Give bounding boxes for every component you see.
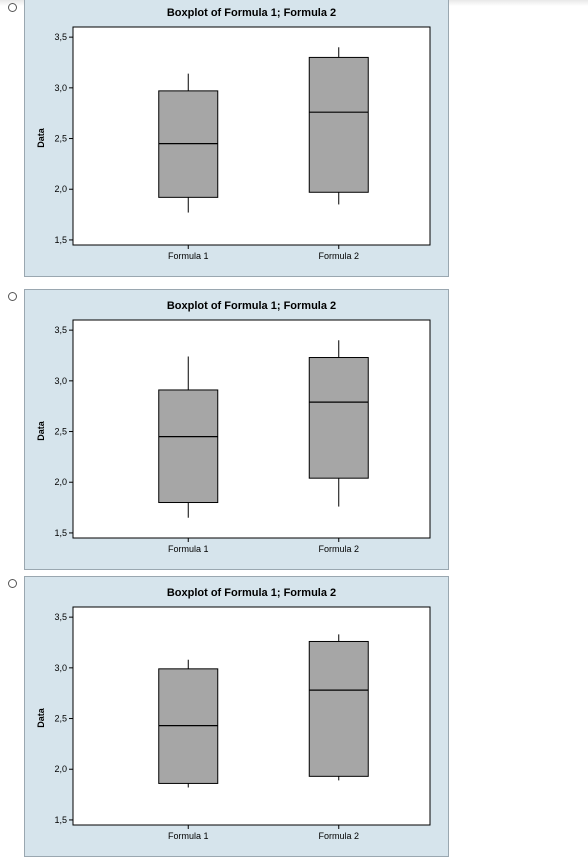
chart-panel: Boxplot of Formula 1; Formula 2 Data 1,5 2,… (24, 576, 449, 857)
boxplot-svg: Boxplot of Formula 1; Formula 2 Data 1,5 2,… (36, 300, 431, 554)
x-tick-label: Formula 1 (168, 544, 209, 554)
chart-title: Boxplot of Formula 1; Formula 2 (167, 300, 336, 312)
y-tick-label: 2,0 (54, 184, 67, 194)
x-tick-label: Formula 2 (318, 544, 359, 554)
chart-title: Boxplot of Formula 1; Formula 2 (167, 587, 336, 599)
y-axis-label: Data (36, 127, 46, 148)
chart-title: Boxplot of Formula 1; Formula 2 (167, 7, 336, 19)
box (308, 357, 369, 479)
y-tick-label: 3,0 (54, 376, 67, 386)
plot-area (72, 319, 431, 539)
radio-button[interactable] (8, 3, 17, 12)
x-tick-label: Formula 1 (168, 831, 209, 841)
boxplot-svg: Boxplot of Formula 1; Formula 2 Data 1,5 2,… (36, 587, 431, 841)
y-axis-label: Data (36, 707, 46, 728)
y-tick-label: 2,0 (54, 764, 67, 774)
y-axis-label: Data (36, 420, 46, 441)
box (308, 640, 369, 777)
answer-option-1[interactable]: Boxplot of Formula 1; Formula 2 Data 1,5 2,… (0, 0, 450, 285)
chart-panel: Boxplot of Formula 1; Formula 2 Data 1,5 2,… (24, 0, 449, 277)
plot-area (72, 26, 431, 246)
chart-panel: Boxplot of Formula 1; Formula 2 Data 1,5 2,… (24, 289, 449, 570)
boxplot-svg: Boxplot of Formula 1; Formula 2 Data 1,5 2,… (36, 7, 431, 261)
y-tick-label: 2,5 (54, 714, 67, 724)
answer-option-2[interactable]: Boxplot of Formula 1; Formula 2 Data 1,5 2,… (0, 279, 450, 572)
box (158, 389, 219, 504)
y-tick-label: 3,0 (54, 663, 67, 673)
y-tick-label: 1,5 (54, 528, 67, 538)
box (308, 56, 369, 193)
y-tick-label: 2,5 (54, 134, 67, 144)
plot-area (72, 606, 431, 826)
y-tick-label: 1,5 (54, 815, 67, 825)
y-tick-label: 1,5 (54, 235, 67, 245)
y-tick-label: 2,5 (54, 427, 67, 437)
x-tick-label: Formula 1 (168, 251, 209, 261)
answer-option-3[interactable]: Boxplot of Formula 1; Formula 2 Data 1,5 2,… (0, 566, 450, 859)
x-tick-label: Formula 2 (318, 831, 359, 841)
radio-button[interactable] (8, 579, 17, 588)
y-tick-label: 3,0 (54, 83, 67, 93)
y-tick-label: 3,5 (54, 325, 67, 335)
y-tick-label: 3,5 (54, 32, 67, 42)
y-tick-label: 2,0 (54, 477, 67, 487)
x-tick-label: Formula 2 (318, 251, 359, 261)
radio-button[interactable] (8, 292, 17, 301)
y-tick-label: 3,5 (54, 612, 67, 622)
